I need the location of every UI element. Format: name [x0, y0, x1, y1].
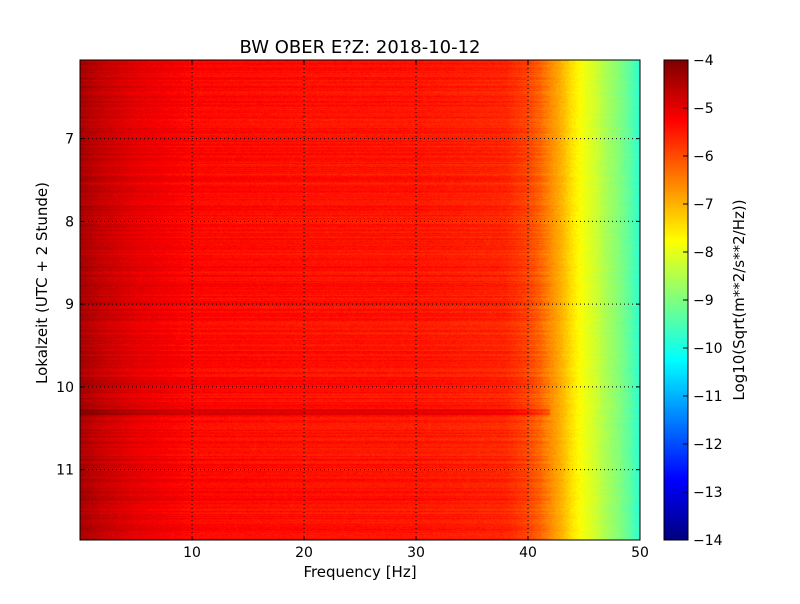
y-tick-label: 11: [56, 463, 74, 479]
x-axis-ticks: 10 20 30 40 50: [183, 60, 649, 561]
grid-lines: [80, 60, 640, 540]
colorbar-tick-label: −13: [693, 485, 723, 501]
y-tick-label: 8: [65, 214, 74, 230]
colorbar-tick-label: −4: [693, 53, 714, 69]
plot-frame: [79, 59, 641, 541]
colorbar-tick-label: −11: [693, 389, 723, 405]
x-tick-label: 20: [295, 545, 313, 561]
x-axis-label: Frequency [Hz]: [303, 563, 416, 581]
colorbar: −4 −5 −6 −7 −8 −9 −10 −11 −12 −13 −14 Log10(Sqrt(m…: [663, 53, 748, 549]
y-tick-label: 10: [56, 380, 74, 396]
colorbar-label: Log10(Sqrt(m**2/s**2/Hz)): [730, 199, 748, 400]
y-tick-label: 9: [65, 297, 74, 313]
x-tick-label: 10: [183, 545, 201, 561]
colorbar-tick-label: −5: [693, 101, 714, 117]
colorbar-tick-label: −14: [693, 533, 723, 549]
chart-title: BW OBER E?Z: 2018-10-12: [240, 37, 481, 58]
colorbar-tick-label: −12: [693, 437, 723, 453]
x-tick-label: 30: [407, 545, 425, 561]
colorbar-tick-label: −6: [693, 149, 714, 165]
plot-area: 10 20 30 40 50 7 8 9 10 11: [56, 59, 649, 561]
colorbar-tick-label: −7: [693, 197, 714, 213]
colorbar-tick-label: −9: [693, 293, 714, 309]
y-axis-label: Lokalzeit (UTC + 2 Stunde): [33, 182, 51, 384]
x-tick-label: 40: [519, 545, 537, 561]
colorbar-tick-label: −8: [693, 245, 714, 261]
colorbar-tick-label: −10: [693, 341, 723, 357]
colorbar-ticks: −4 −5 −6 −7 −8 −9 −10 −11 −12 −13 −14: [683, 53, 723, 549]
x-tick-label: 50: [631, 545, 649, 561]
y-axis-ticks: 7 8 9 10 11: [56, 132, 640, 479]
heatmap-image: [80, 60, 640, 540]
y-tick-label: 7: [65, 132, 74, 148]
